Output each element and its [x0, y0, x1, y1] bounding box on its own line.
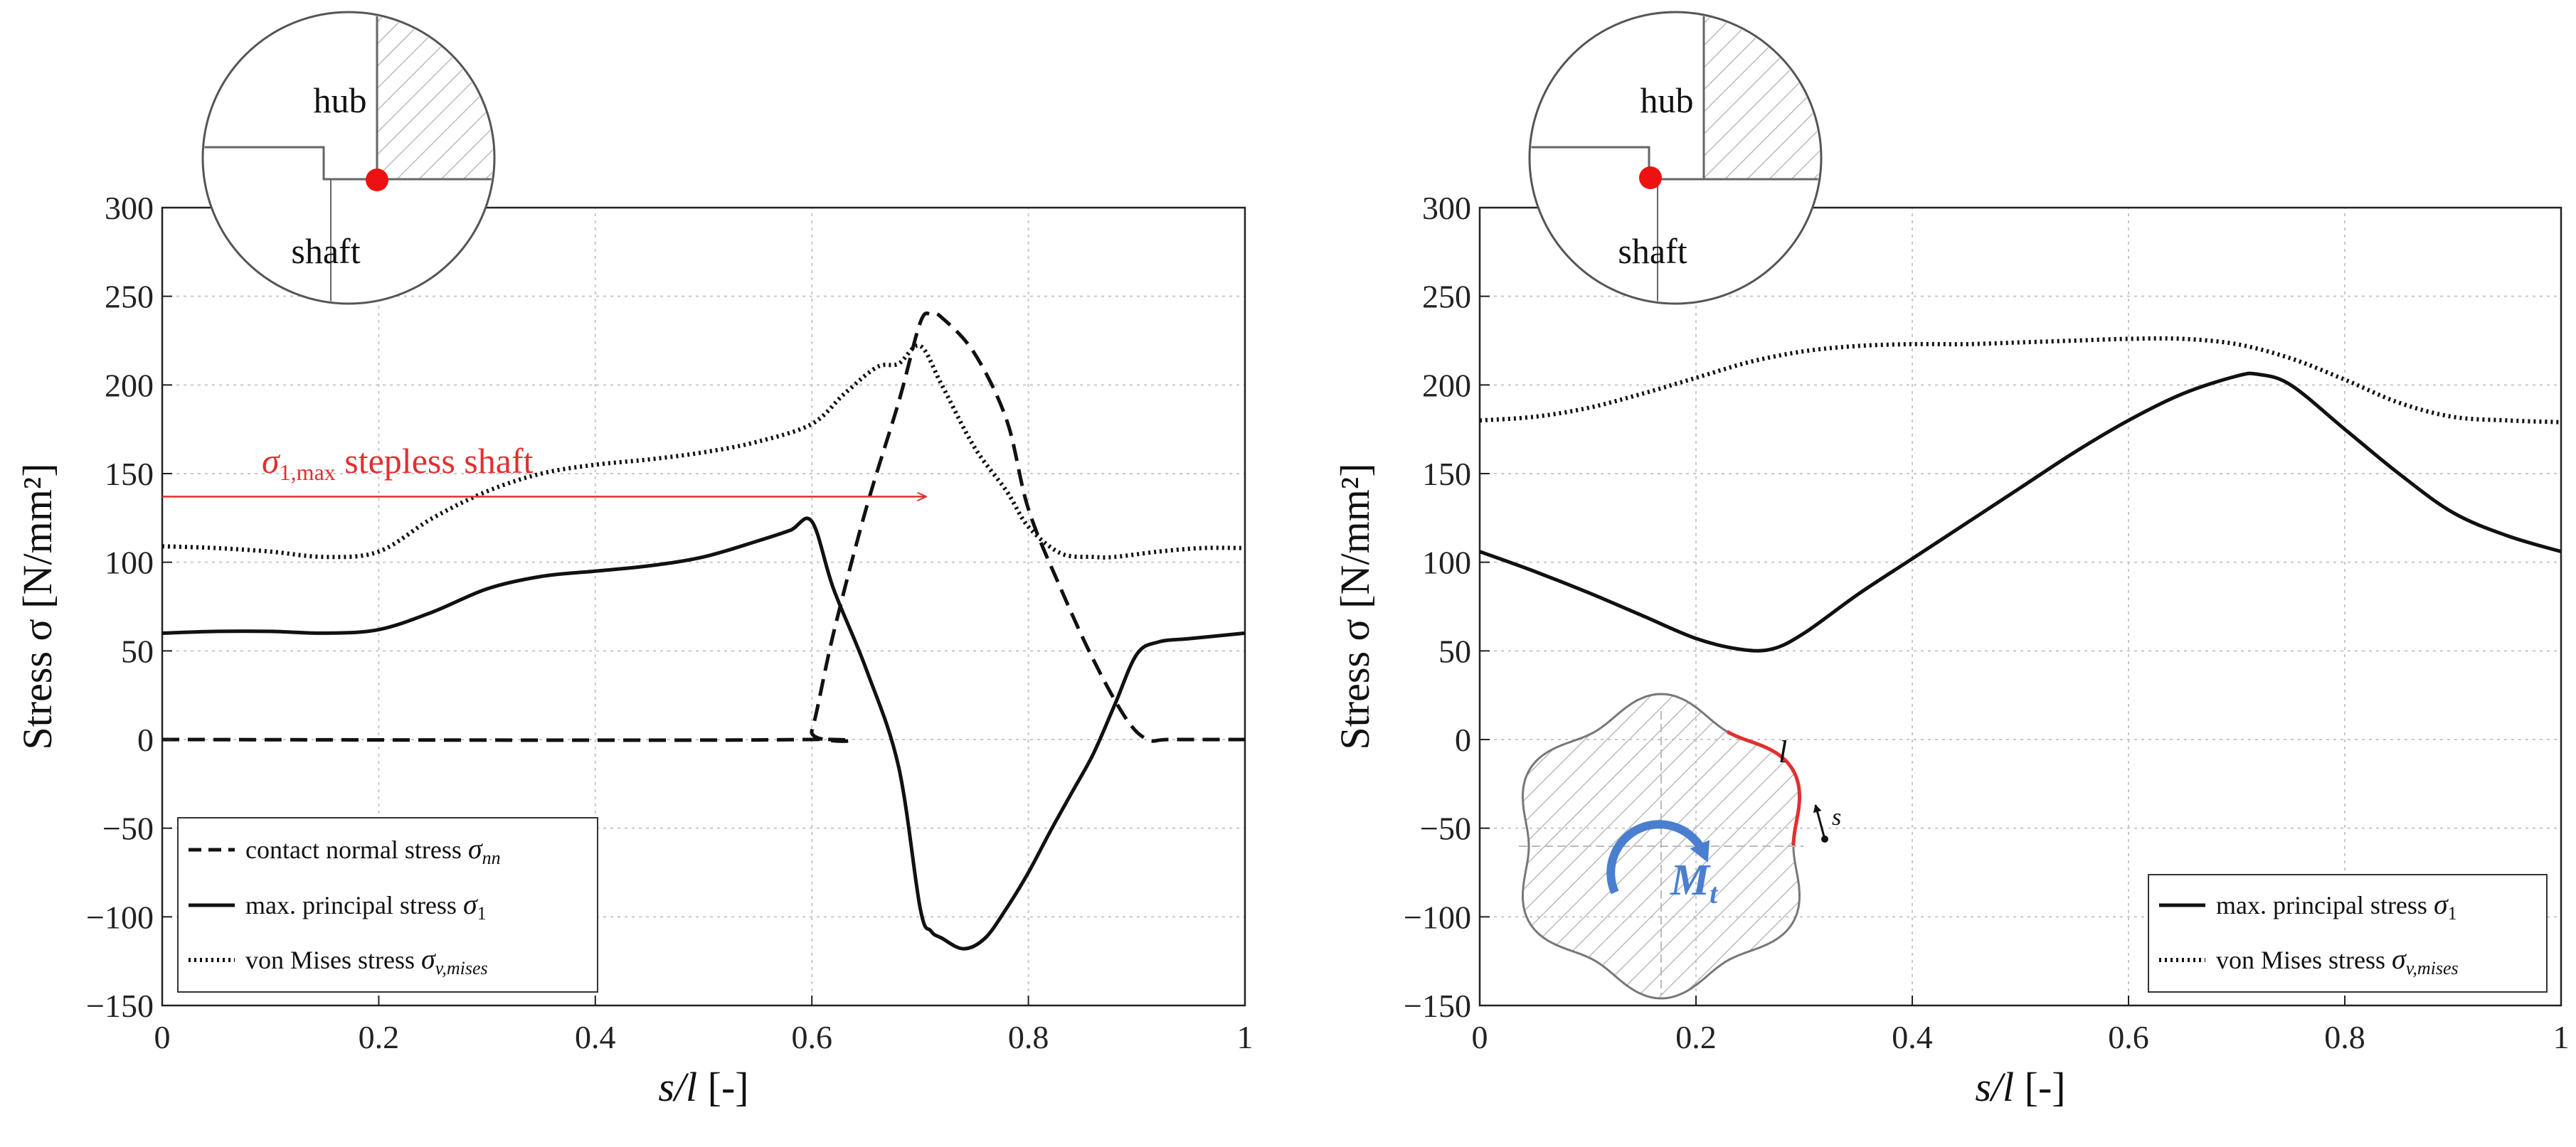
x-tick-label: 0.4: [1892, 1019, 1933, 1055]
y-tick-label: 300: [105, 190, 154, 226]
inset-hub-label-right: hub: [1641, 80, 1694, 120]
y-tick-label: 300: [1422, 190, 1471, 226]
series-line-solid: [161, 516, 1246, 951]
y-tick-label: 100: [1422, 545, 1471, 581]
chart-right: −150 −100 −50 0 50 100 150 200 250 300 0 0.2 0.4 0.6…: [1332, 11, 2570, 1110]
series-line-dotted: [161, 343, 1246, 560]
annotation-text: σ1,max stepless shaft: [262, 441, 534, 485]
x-tick-label: 1: [2553, 1019, 2570, 1055]
profile-inset: Mt l s: [1519, 693, 1841, 1000]
plot-frame-right: [1478, 206, 2562, 1007]
y-tick-label: 0: [1455, 722, 1471, 758]
y-tick-label: 150: [1422, 456, 1471, 492]
x-tick-labels-left: 0 0.2 0.4 0.6 0.8 1: [154, 1019, 1253, 1055]
y-tick-label: −50: [1420, 811, 1471, 847]
x-tick-label: 0.8: [1008, 1019, 1049, 1055]
y-tick-label: 50: [1438, 633, 1471, 669]
legend-item-contact-normal: contact normal stress σnn: [245, 833, 501, 868]
inset-location-marker-right: [1639, 166, 1662, 189]
y-axis-label-left: Stress σ [N/mm²]: [14, 463, 60, 749]
s-origin-point: [1821, 836, 1828, 843]
arc-length-label: l: [1779, 735, 1787, 769]
plot-frame-left: [161, 206, 1246, 1007]
x-tick-labels-right: 0 0.2 0.4 0.6 0.8 1: [1472, 1019, 2570, 1055]
x-axis-label-right: s/l [-]: [1975, 1064, 2065, 1110]
legend-item-von-mises: von Mises stress σv,mises: [245, 943, 488, 978]
annotation-stepless-shaft: σ1,max stepless shaft: [162, 441, 926, 496]
torque-label: Mt: [1670, 856, 1719, 909]
series-right: [1479, 336, 2562, 653]
x-axis-label-left: s/l [-]: [658, 1064, 748, 1110]
coordinate-s-label: s: [1832, 804, 1841, 831]
inset-hub-shaft-left: hub shaft: [201, 11, 496, 305]
series-line-dashed: [161, 311, 1245, 743]
y-tick-label: −150: [86, 988, 154, 1024]
legend-item-von-mises-right: von Mises stress σv,mises: [2216, 943, 2459, 978]
inset-hub-shaft-right: hub shaft: [1528, 11, 1823, 305]
y-tick-label: 200: [1422, 367, 1471, 403]
y-tick-label: 50: [121, 633, 154, 669]
y-tick-label: −100: [86, 899, 154, 935]
legend-item-principal: max. principal stress σ1: [245, 888, 487, 924]
inset-shaft-label-right: shaft: [1618, 231, 1687, 271]
y-tick-label: −100: [1404, 899, 1471, 935]
legend-right: max. principal stress σ1 von Mises stres…: [2148, 874, 2548, 993]
x-tick-label: 0: [1472, 1019, 1488, 1055]
y-tick-labels-right: −150 −100 −50 0 50 100 150 200 250 300: [1404, 190, 1471, 1024]
series-line-dotted: [1479, 336, 2562, 425]
chart-left: −150 −100 −50 0 50 100 150 200 250 300 0 0.2 0.4 0.6…: [14, 11, 1253, 1110]
inset-shaft-label: shaft: [291, 231, 360, 271]
series-line-solid: [1479, 371, 2562, 653]
y-tick-label: −150: [1404, 988, 1471, 1024]
x-tick-label: 0.6: [2108, 1019, 2149, 1055]
y-tick-label: 100: [105, 545, 154, 581]
s-direction-arrow-icon: [1813, 804, 1826, 840]
inset-hub-label: hub: [314, 80, 367, 120]
x-tick-label: 0.2: [1675, 1019, 1717, 1055]
y-tick-label: 250: [105, 279, 154, 315]
y-tick-label: −50: [102, 811, 154, 847]
x-tick-label: 0.8: [2324, 1019, 2365, 1055]
x-tick-label: 0.6: [791, 1019, 832, 1055]
x-tick-label: 0.2: [359, 1019, 400, 1055]
y-tick-label: 250: [1422, 279, 1471, 315]
y-tick-label: 0: [137, 722, 154, 758]
torque-arrow-icon: [1606, 820, 1710, 895]
y-axis-label-right: Stress σ [N/mm²]: [1332, 463, 1378, 749]
series-left: [161, 311, 1246, 951]
legend-left: contact normal stress σnn max. principal…: [177, 817, 598, 993]
x-tick-label: 0: [154, 1019, 171, 1055]
y-tick-label: 200: [105, 367, 154, 403]
x-tick-label: 1: [1237, 1019, 1253, 1055]
x-tick-label: 0.4: [575, 1019, 616, 1055]
inset-location-marker: [366, 169, 388, 191]
legend-item-principal-right: max. principal stress σ1: [2216, 888, 2457, 924]
y-tick-labels-left: −150 −100 −50 0 50 100 150 200 250 300: [86, 190, 154, 1024]
y-tick-label: 150: [105, 456, 154, 492]
